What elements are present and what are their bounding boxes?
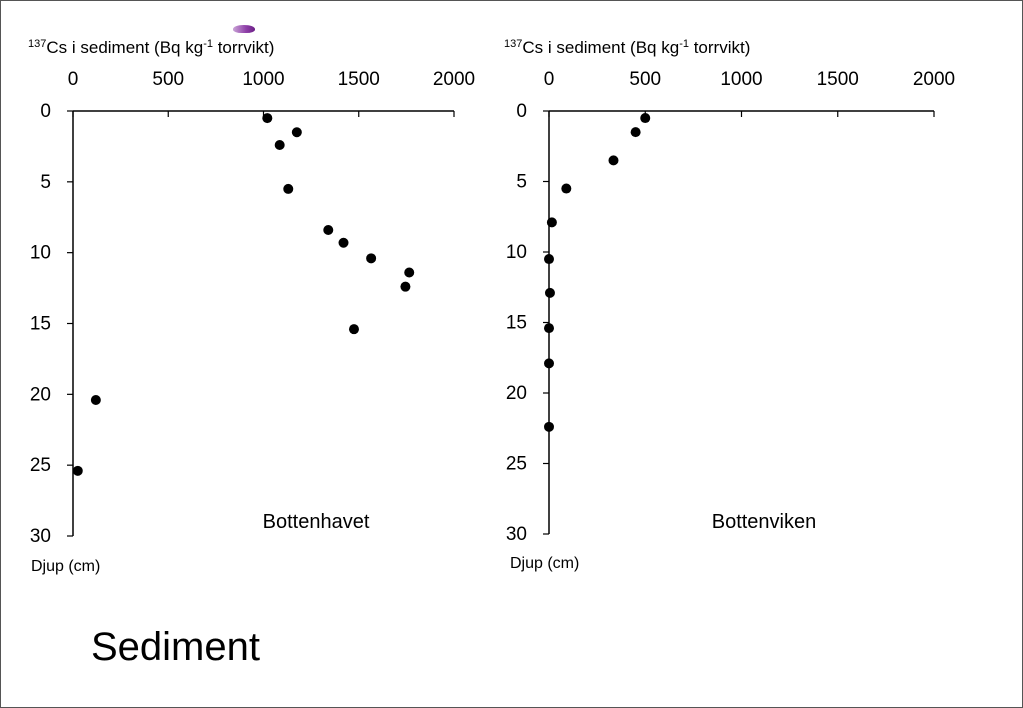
title-suffix: torrvikt): [689, 38, 750, 57]
data-point: [544, 358, 554, 369]
data-point: [400, 281, 411, 292]
y-tick-label: 15: [506, 313, 527, 334]
title-isotope-sup: 137: [28, 38, 46, 50]
y-tick-label: 25: [30, 455, 51, 476]
x-tick-label: 2000: [433, 69, 475, 90]
data-point: [544, 323, 554, 334]
data-point: [72, 465, 83, 476]
data-point: [262, 113, 273, 124]
data-point: [544, 254, 554, 265]
y-axis-label: Djup (cm): [31, 558, 100, 575]
title-isotope-sup: 137: [504, 38, 522, 50]
decorative-mark-icon: [233, 25, 255, 33]
data-point: [274, 140, 285, 150]
series-region-label: Bottenviken: [712, 511, 817, 533]
chart-panel-1: 137Cs i sediment (Bq kg-1 torrvikt) 0 500 1…: [28, 38, 475, 575]
data-point: [338, 237, 349, 248]
y-tick-label: 0: [516, 101, 527, 122]
y-tick-label: 30: [30, 526, 51, 547]
data-point: [544, 287, 555, 298]
data-point: [608, 155, 619, 166]
y-tick-label: 10: [30, 243, 51, 264]
data-point: [283, 183, 294, 194]
x-tick-label: 500: [629, 69, 661, 90]
data-point: [544, 421, 554, 432]
x-tick-label: 1500: [817, 69, 859, 90]
data-point: [90, 395, 101, 405]
y-tick-label: 15: [30, 314, 51, 335]
page-title: Sediment: [91, 625, 260, 669]
title-unit-sup: -1: [679, 38, 689, 50]
y-tick-label: 20: [30, 384, 51, 405]
x-tick-label: 1000: [720, 69, 762, 90]
data-point: [640, 113, 651, 124]
y-tick-label: 0: [40, 101, 51, 122]
x-tick-label: 500: [152, 69, 184, 90]
title-main: Cs i sediment (Bq kg: [522, 38, 679, 57]
x-tick-label: 0: [544, 69, 555, 90]
y-tick-label: 5: [516, 172, 527, 193]
data-point: [323, 225, 334, 235]
data-point: [561, 183, 572, 194]
data-point: [630, 127, 641, 138]
y-tick-label: 5: [40, 172, 51, 193]
x-tick-label: 1500: [338, 69, 380, 90]
chart-panel-2: 137Cs i sediment (Bq kg-1 torrvikt) 0 500 1…: [504, 38, 955, 572]
y-axis-label: Djup (cm): [510, 555, 579, 572]
title-unit-sup: -1: [203, 38, 213, 50]
data-point: [348, 324, 359, 335]
data-point: [366, 253, 377, 264]
y-tick-label: 30: [506, 524, 527, 545]
data-point: [404, 267, 415, 278]
series-region-label: Bottenhavet: [263, 511, 370, 533]
chart-title: 137Cs i sediment (Bq kg-1 torrvikt): [28, 38, 274, 57]
y-tick-label: 25: [506, 454, 527, 475]
title-suffix: torrvikt): [213, 38, 274, 57]
data-point: [546, 217, 557, 228]
title-main: Cs i sediment (Bq kg: [46, 38, 203, 57]
x-tick-label: 0: [68, 69, 79, 90]
y-tick-label: 10: [506, 242, 527, 263]
x-tick-label: 1000: [242, 69, 284, 90]
y-tick-label: 20: [506, 383, 527, 404]
x-tick-label: 2000: [913, 69, 955, 90]
data-point: [291, 127, 302, 138]
chart-title: 137Cs i sediment (Bq kg-1 torrvikt): [504, 38, 750, 57]
